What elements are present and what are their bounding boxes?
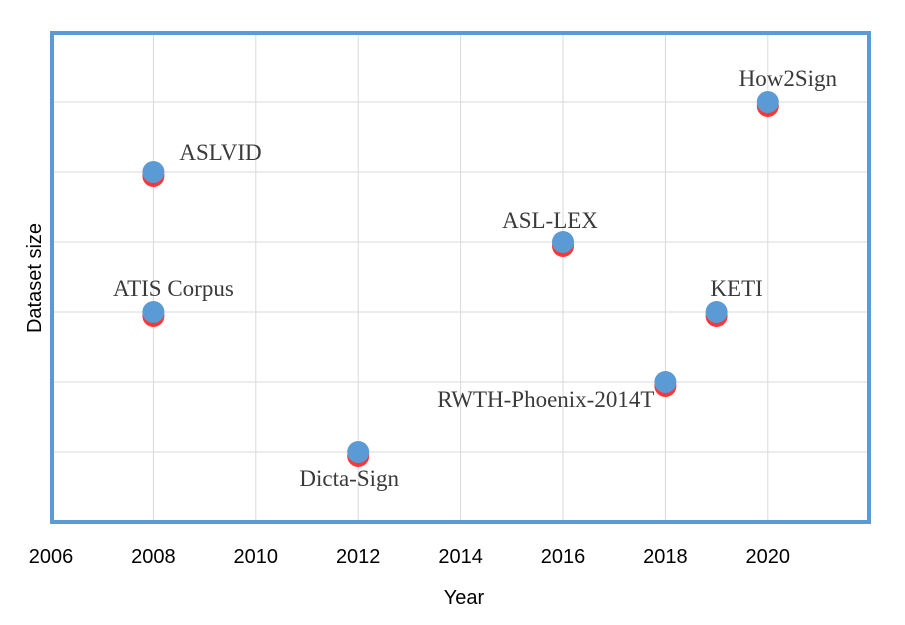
point-label-asl-lex: ASL-LEX	[502, 208, 598, 233]
point-label-dicta-sign: Dicta-Sign	[299, 466, 399, 491]
point-keti	[705, 301, 728, 323]
point-aslvid	[142, 161, 165, 183]
point-label-aslvid: ASLVID	[179, 140, 261, 165]
point-labels: ASLVID ATIS Corpus Dicta-Sign ASL-LEX RWTH-P…	[113, 66, 837, 491]
point-label-keti: KETI	[710, 276, 762, 301]
x-axis-title: Year	[444, 587, 485, 609]
x-tick-label-2006: 2006	[29, 546, 74, 568]
x-tick-label-2012: 2012	[336, 546, 381, 568]
point-label-how2sign: How2Sign	[739, 66, 838, 91]
point-atis-corpus	[142, 301, 165, 323]
x-tick-label-2020: 2020	[746, 546, 791, 568]
point-label-rwth-phoenix-2014t: RWTH-Phoenix-2014T	[437, 387, 654, 412]
gridlines	[52, 33, 869, 522]
point-label-atis-corpus: ATIS Corpus	[113, 276, 234, 301]
point-dicta-sign	[347, 441, 370, 463]
data-points	[142, 91, 779, 467]
x-tick-label-2008: 2008	[131, 546, 176, 568]
point-asl-lex	[552, 231, 574, 253]
x-tick-label-2018: 2018	[643, 546, 688, 568]
x-tick-label-2014: 2014	[438, 546, 483, 568]
y-axis-title: Dataset size	[24, 223, 46, 333]
x-tick-label-2016: 2016	[541, 546, 586, 568]
x-axis-ticks: 2006 2008 2010 2012 2014 2016 2018 2020	[29, 546, 790, 568]
x-tick-label-2010: 2010	[234, 546, 279, 568]
point-rwth-phoenix-2014t	[654, 371, 677, 393]
point-how2sign	[756, 91, 779, 113]
plot-area-border	[50, 31, 871, 524]
